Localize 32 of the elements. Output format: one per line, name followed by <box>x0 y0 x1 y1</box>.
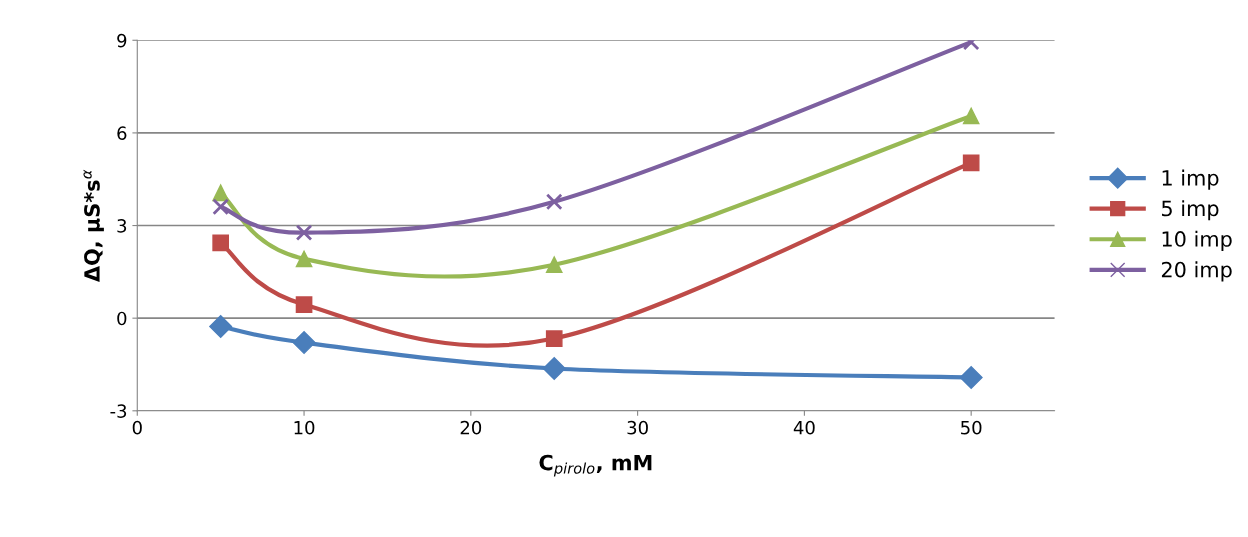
point <box>545 256 563 274</box>
legend-label: 5 imp <box>1162 200 1219 221</box>
y-tick-label: 6 <box>117 126 127 141</box>
x-tick-label: 30 <box>627 420 648 435</box>
y-tick-label: 3 <box>117 219 127 233</box>
y-tick-label: -3 <box>110 404 127 418</box>
x-axis-title: C$_{pirolo}$, mM <box>539 454 652 477</box>
point <box>959 365 983 389</box>
x-tick-label: 0 <box>132 420 142 435</box>
x-tick-label: 20 <box>460 420 482 435</box>
point <box>545 193 563 211</box>
legend-label: 10 imp <box>1162 230 1232 251</box>
point <box>292 331 316 355</box>
point <box>212 198 229 216</box>
legend-label: 20 imp <box>1161 261 1232 282</box>
point <box>212 184 230 202</box>
point <box>545 330 563 347</box>
legend-label: 1 imp <box>1162 169 1219 190</box>
point <box>295 296 313 313</box>
point <box>962 107 980 125</box>
point <box>542 357 566 381</box>
point <box>212 234 230 252</box>
point <box>209 315 233 339</box>
point <box>295 224 313 241</box>
x-tick-label: 10 <box>294 420 315 435</box>
point <box>962 154 980 172</box>
y-axis-title: ΔQ, μS*s$^{α}$ <box>83 169 104 282</box>
x-tick-label: 50 <box>961 420 982 435</box>
x-tick-label: 40 <box>793 420 815 435</box>
y-tick-label: 9 <box>117 33 127 48</box>
y-tick-label: 0 <box>117 311 127 326</box>
point <box>295 250 313 268</box>
